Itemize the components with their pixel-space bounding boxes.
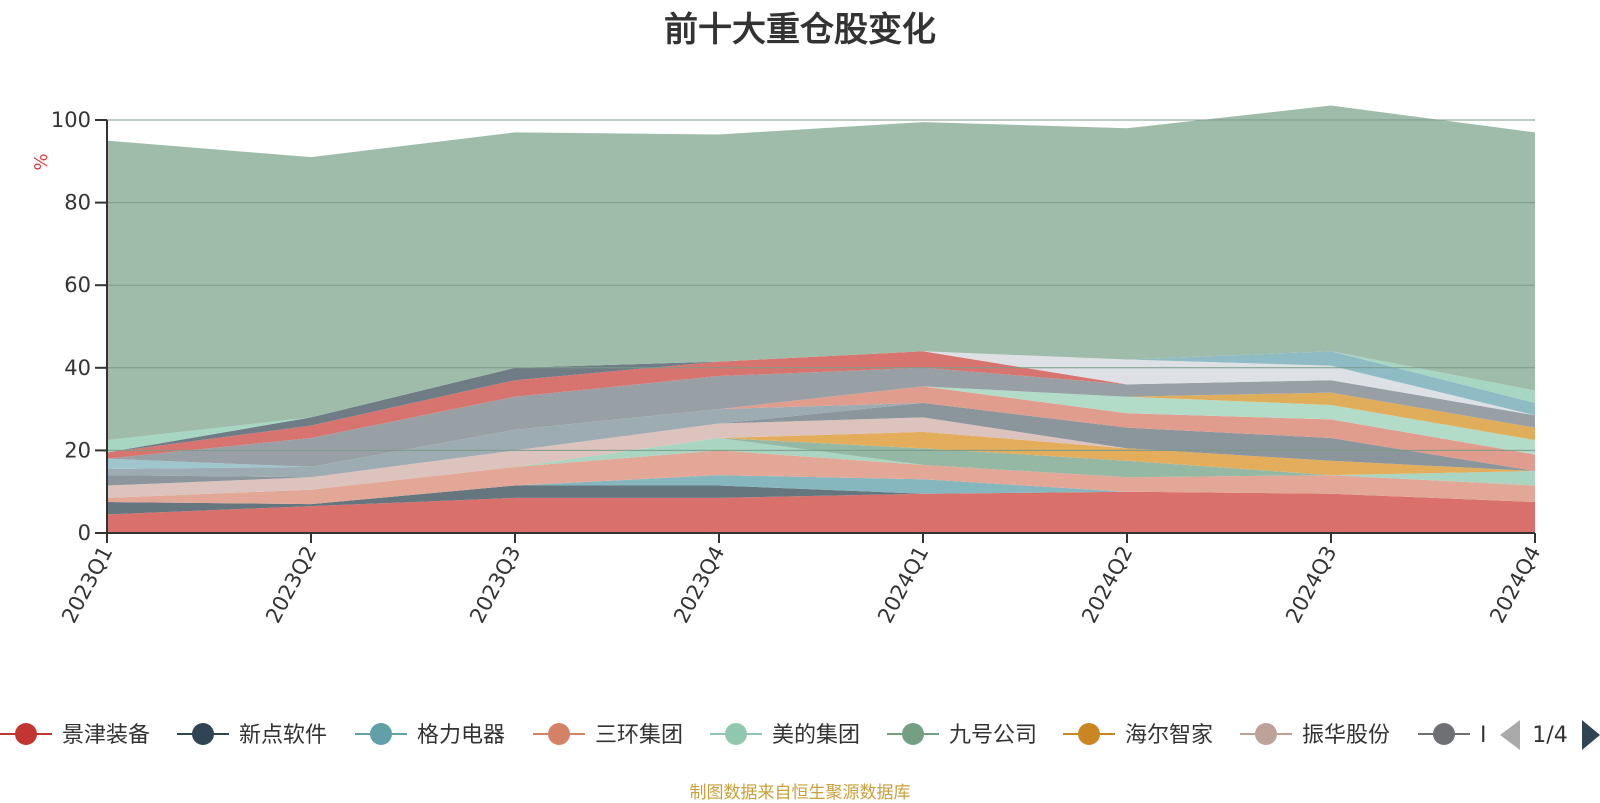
x-tick-label-2: 2023Q3 [465, 542, 525, 627]
legend-item-8[interactable]: I [1418, 723, 1487, 748]
x-tick-label-6: 2024Q3 [1281, 542, 1341, 627]
legend-marker-2 [370, 723, 392, 745]
legend-marker-5 [902, 723, 924, 745]
legend-item-4[interactable]: 美的集团 [710, 723, 860, 748]
legend-label-7: 振华股份 [1302, 723, 1390, 748]
legend-label-5: 九号公司 [949, 723, 1037, 748]
series-area-0 [107, 491, 1535, 533]
series-area-12 [107, 386, 1535, 467]
series-area-7 [107, 417, 1535, 498]
series-area-9 [107, 402, 1535, 478]
legend-label-0: 景津装备 [62, 723, 150, 748]
legend-marker-4 [725, 723, 747, 745]
legend-item-2[interactable]: 格力电器 [355, 723, 505, 748]
grid-lines [107, 119, 1535, 451]
series-area-8 [107, 402, 1535, 486]
legend-item-6[interactable]: 海尔智家 [1063, 723, 1213, 748]
legend-item-3[interactable]: 三环集团 [533, 723, 683, 748]
legend-marker-3 [548, 723, 570, 745]
series-area-1 [107, 485, 1535, 515]
series-area-6 [107, 431, 1535, 498]
legend-marker-8 [1433, 723, 1455, 745]
series-area-16 [107, 351, 1535, 453]
legend-next-icon[interactable] [1582, 720, 1600, 750]
legend-pager: 1/4 [1500, 720, 1600, 750]
chart-title: 前十大重仓股变化 [664, 10, 936, 50]
legend-marker-0 [15, 723, 37, 745]
legend-item-7[interactable]: 振华股份 [1240, 723, 1390, 748]
series-area-11 [107, 386, 1535, 472]
y-tick-label-5: 100 [51, 108, 91, 132]
series-area-20 [107, 105, 1535, 441]
legend-page-indicator: 1/4 [1532, 723, 1567, 748]
x-tick-label-4: 2024Q1 [873, 542, 933, 627]
y-tick-label-1: 20 [64, 438, 91, 462]
legend-item-5[interactable]: 九号公司 [887, 723, 1037, 748]
y-tick-label-2: 40 [64, 356, 91, 380]
x-tick-label-1: 2023Q2 [261, 542, 321, 627]
legend-label-1: 新点软件 [239, 723, 327, 748]
y-tick-label-0: 0 [78, 521, 91, 545]
legend-label-6: 海尔智家 [1125, 723, 1213, 748]
legend-marker-1 [192, 723, 214, 745]
legend-marker-7 [1255, 723, 1277, 745]
legend-marker-6 [1078, 723, 1100, 745]
series-area-14 [107, 367, 1535, 467]
y-tick-label-4: 80 [64, 191, 91, 215]
y-axis-label: % [31, 153, 52, 170]
legend-label-2: 格力电器 [417, 723, 505, 748]
y-tick-label-3: 60 [64, 273, 91, 297]
legend-label-3: 三环集团 [595, 723, 683, 748]
x-tick-label-0: 2023Q1 [57, 542, 117, 627]
legend: 景津装备 新点软件 格力电器 三环集团 美的集团 九号公司 海尔智家 振华股份 I [0, 723, 1487, 748]
legend-prev-icon[interactable] [1500, 720, 1520, 750]
legend-label-4: 美的集团 [772, 723, 860, 748]
legend-item-0[interactable]: 景津装备 [0, 723, 150, 748]
source-note: 制图数据来自恒生聚源数据库 [689, 783, 911, 803]
legend-item-1[interactable]: 新点软件 [177, 723, 327, 748]
stacked-areas [107, 105, 1535, 533]
legend-label-8: I [1480, 723, 1487, 748]
x-tick-label-3: 2023Q4 [669, 542, 729, 627]
series-area-3 [107, 450, 1535, 505]
series-area-17 [107, 351, 1535, 453]
series-area-2 [107, 475, 1535, 505]
x-tick-label-7: 2024Q4 [1485, 542, 1545, 627]
x-tick-label-5: 2024Q2 [1077, 542, 1137, 627]
